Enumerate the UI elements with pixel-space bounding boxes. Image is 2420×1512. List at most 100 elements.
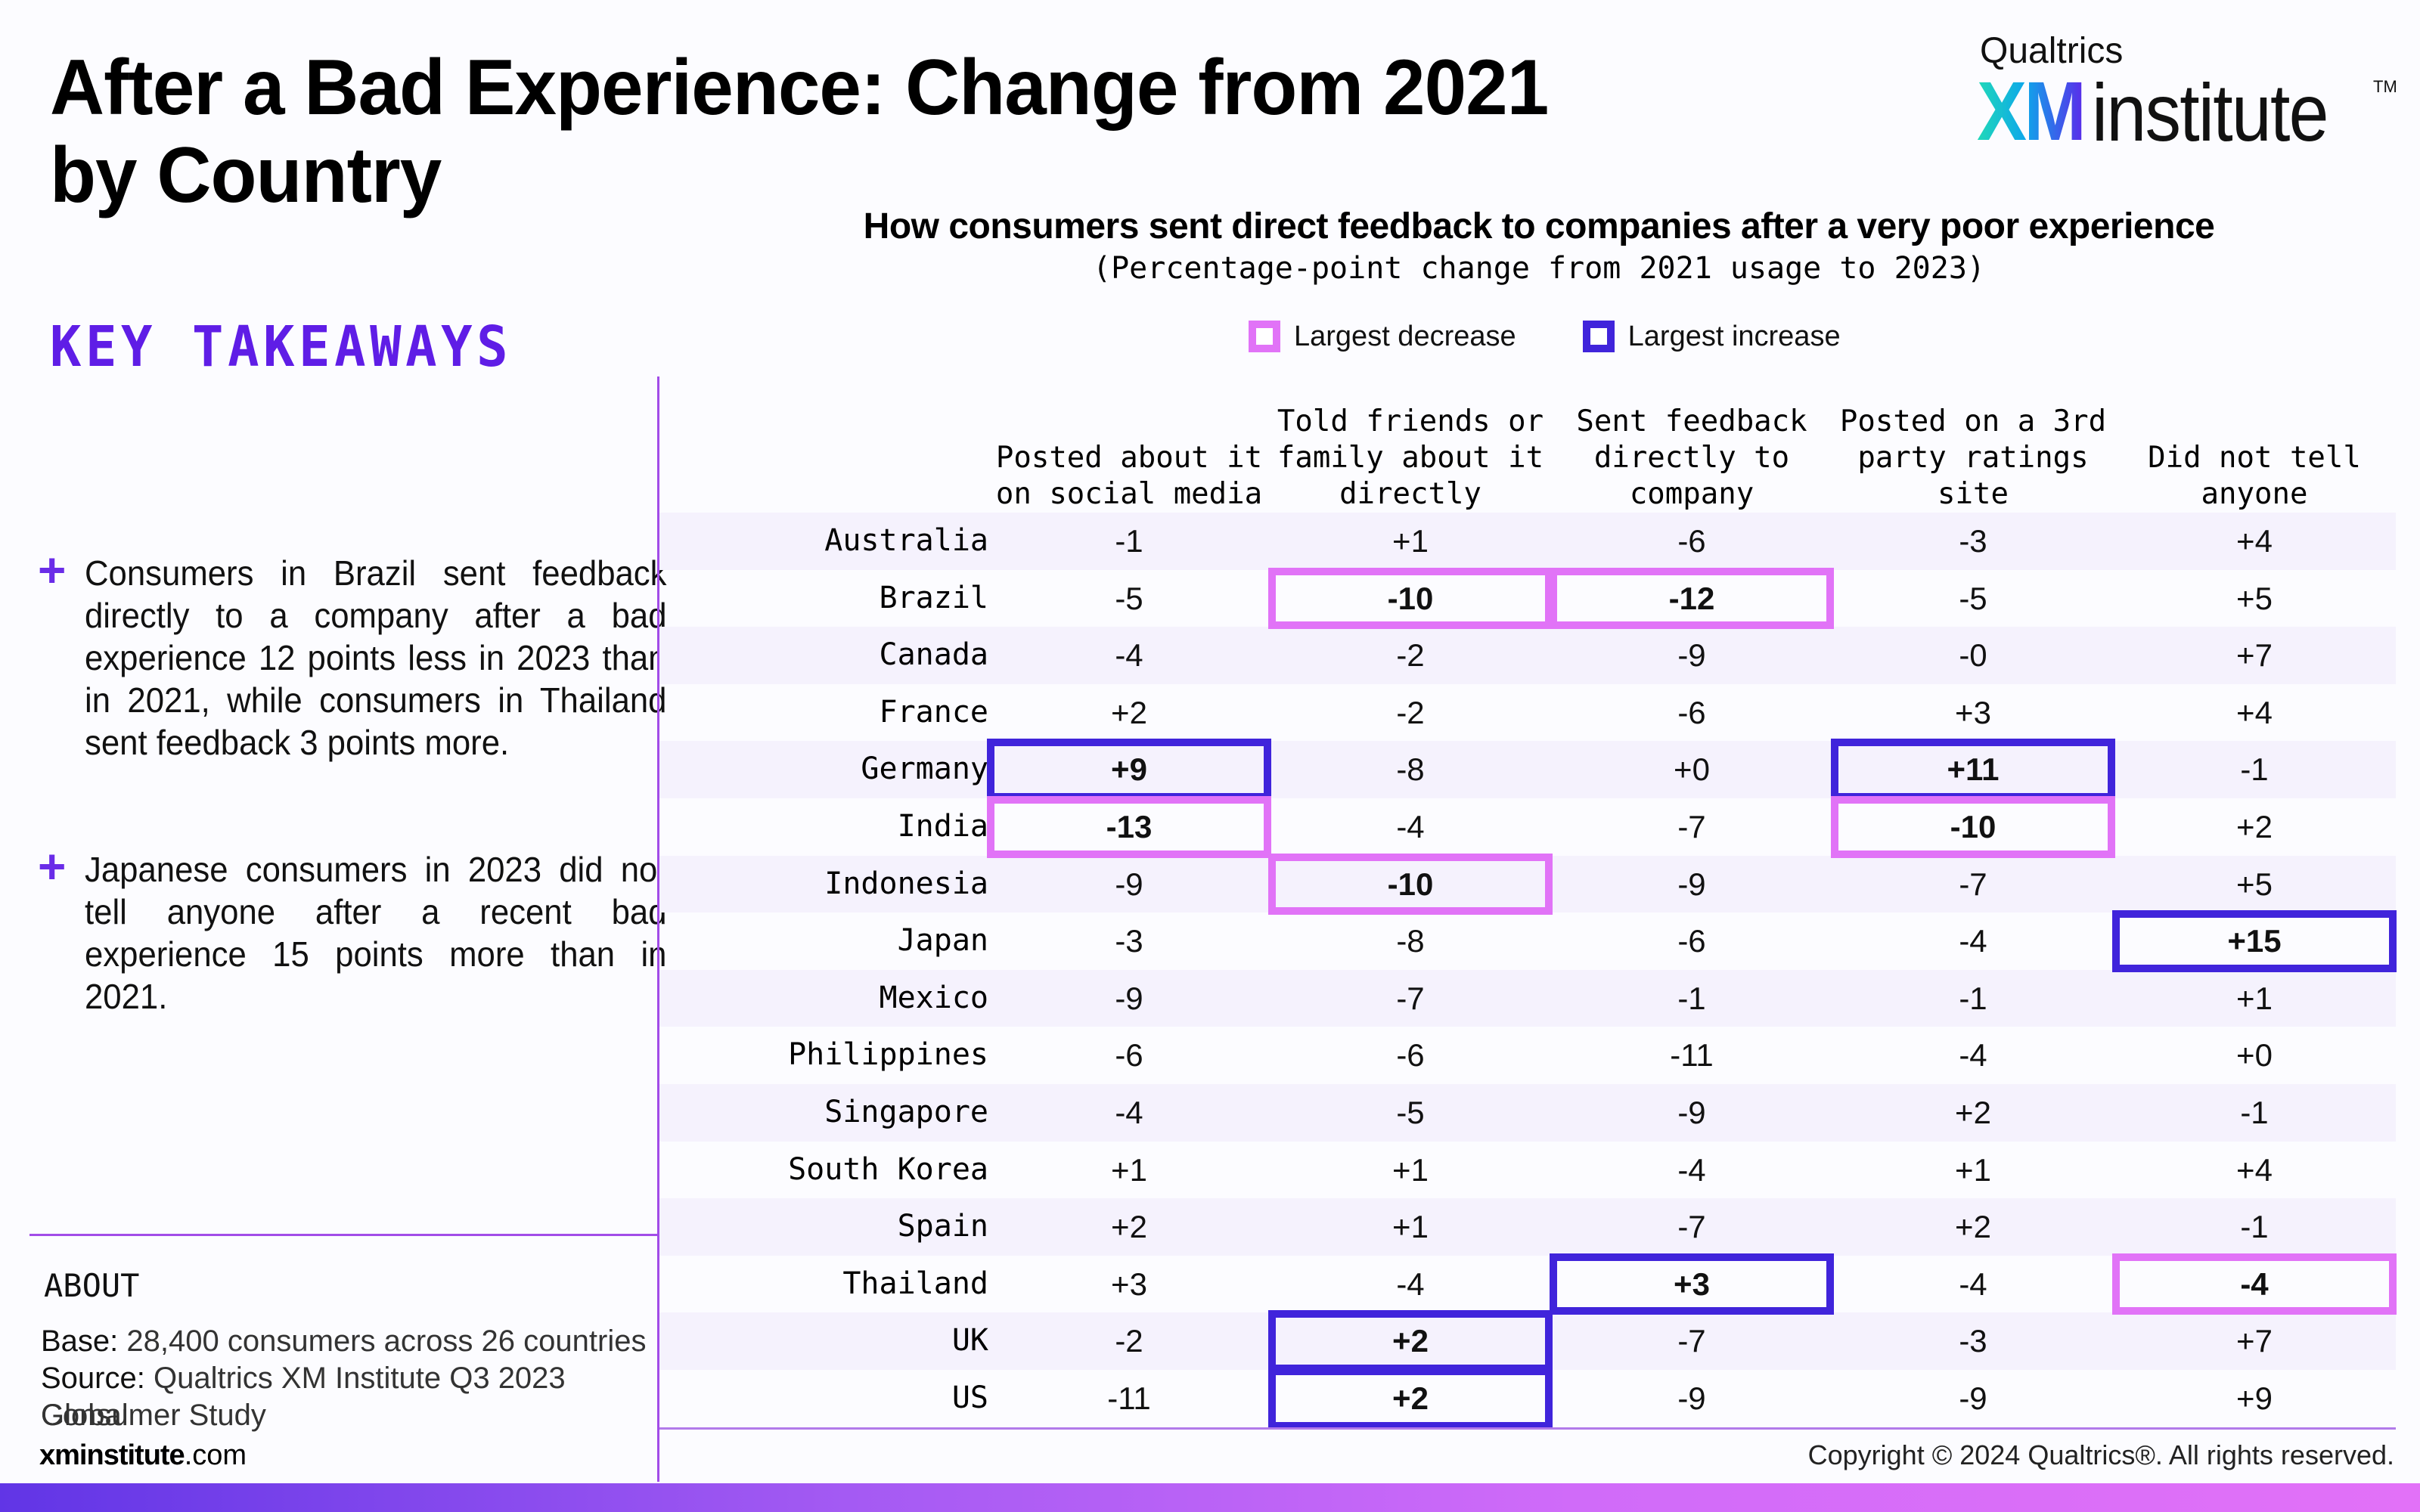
takeaway-item: + Consumers in Brazil sent feedback dire… bbox=[38, 546, 667, 764]
table-row: Germany +9 -8 +0 +11 -1 bbox=[659, 741, 2396, 798]
table-cell: +4 bbox=[2236, 523, 2273, 559]
table-cell: -1 bbox=[2240, 1209, 2269, 1245]
table-cell: +2 bbox=[1111, 1209, 1147, 1245]
table-cell: -9 bbox=[1677, 637, 1706, 674]
logo-qualtrics-text: Qualtrics bbox=[1980, 31, 2124, 71]
cell-largest-increase: +2 bbox=[1392, 1323, 1429, 1359]
table-cell: -6 bbox=[1115, 1037, 1143, 1074]
table-cell: +4 bbox=[2236, 1151, 2273, 1188]
table-row: Philippines -6 -6 -11 -4 +0 bbox=[659, 1027, 2396, 1084]
legend-item-largest-decrease: Largest decrease bbox=[1249, 321, 1516, 353]
table-cell: +1 bbox=[1392, 1151, 1429, 1188]
bottom-gradient-bar bbox=[0, 1483, 2420, 1512]
table-row: Australia -1 +1 -6 -3 +4 bbox=[659, 513, 2396, 570]
table-cell: -11 bbox=[1107, 1380, 1151, 1416]
country-label: India bbox=[897, 809, 988, 844]
takeaway-item: + Japanese consumers in 2023 did not tel… bbox=[38, 842, 667, 1018]
chart-title: How consumers sent direct feedback to co… bbox=[863, 206, 2215, 246]
table-cell: -9 bbox=[1677, 866, 1706, 902]
legend-swatch-increase bbox=[1582, 321, 1615, 352]
country-label: Singapore bbox=[824, 1095, 988, 1129]
table-cell: -1 bbox=[1677, 980, 1706, 1016]
table-cell: -7 bbox=[1959, 866, 1987, 902]
cell-largest-increase: +9 bbox=[1111, 751, 1147, 788]
copyright: Copyright © 2024 Qualtrics®. All rights … bbox=[1807, 1439, 2394, 1470]
table-cell: -4 bbox=[1396, 1266, 1425, 1302]
table-cell: -2 bbox=[1115, 1323, 1143, 1359]
country-label: Mexico bbox=[879, 980, 989, 1015]
table-cell: -4 bbox=[1959, 1037, 1987, 1074]
site-link-bold: xminstitute bbox=[39, 1439, 185, 1471]
table-cell: +2 bbox=[1955, 1095, 1991, 1130]
table-cell: -11 bbox=[1670, 1037, 1714, 1074]
table-cell: -9 bbox=[1115, 980, 1143, 1016]
panel-divider bbox=[657, 376, 659, 1482]
table-row: Mexico -9 -7 -1 -1 +1 bbox=[659, 969, 2396, 1027]
cell-largest-increase: +11 bbox=[1947, 751, 2000, 788]
cell-largest-increase: +2 bbox=[1392, 1380, 1429, 1416]
sidebar-divider bbox=[29, 1234, 659, 1236]
table-cell: -4 bbox=[1115, 1095, 1143, 1130]
site-link[interactable]: xminstitute.com bbox=[39, 1439, 247, 1472]
page-title-line-2: by Country bbox=[50, 132, 442, 219]
table-cell: -1 bbox=[1115, 523, 1143, 559]
cell-largest-decrease: -13 bbox=[1106, 809, 1153, 844]
table-row: Japan -3 -8 -6 -4 +15 bbox=[659, 912, 2396, 970]
table-cell: -9 bbox=[1115, 866, 1143, 902]
about-source-cont: Consumer Study bbox=[41, 1397, 661, 1434]
cell-largest-decrease: -10 bbox=[1387, 866, 1434, 902]
table-cell: -9 bbox=[1677, 1380, 1706, 1416]
table-cell: -8 bbox=[1396, 923, 1425, 959]
column-header: Sent feedback directly to company bbox=[1576, 404, 1807, 511]
table-cell: -1 bbox=[2240, 1095, 2269, 1130]
base-label: Base: bbox=[41, 1325, 119, 1358]
table-cell: -4 bbox=[1115, 637, 1143, 674]
table-cell: -6 bbox=[1677, 694, 1706, 730]
table-row: Thailand +3 -4 +3 -4 -4 bbox=[659, 1256, 2396, 1313]
about-base: Base: 28,400 consumers across 26 countri… bbox=[41, 1323, 661, 1360]
column-header: Did not tell anyone bbox=[2148, 441, 2361, 511]
table-row: US -11 +2 -9 -9 +9 bbox=[659, 1370, 2396, 1427]
country-label: Philippines bbox=[788, 1037, 988, 1073]
table-cell: -4 bbox=[1396, 809, 1425, 844]
legend-label: Largest increase bbox=[1627, 320, 1841, 352]
logo-institute-text: institute bbox=[2092, 67, 2328, 158]
about-source: Source: Qualtrics XM Institute Q3 2023 G… bbox=[41, 1360, 661, 1434]
logo-xm-text: XM bbox=[1977, 65, 2086, 158]
table-cell: -4 bbox=[1959, 923, 1987, 959]
legend-item-largest-increase: Largest increase bbox=[1582, 320, 1841, 353]
source-label: Source: bbox=[41, 1362, 145, 1395]
table-row: Spain +2 +1 -7 +2 -1 bbox=[659, 1198, 2396, 1256]
table-row: India -13 -4 -7 -10 +2 bbox=[659, 798, 2396, 856]
legend-label: Largest decrease bbox=[1294, 320, 1516, 352]
table-cell: -7 bbox=[1677, 1209, 1706, 1245]
plus-icon: + bbox=[38, 543, 67, 597]
table-cell: +2 bbox=[1955, 1209, 1991, 1245]
plus-icon: + bbox=[38, 839, 67, 894]
table-cell: -7 bbox=[1677, 1323, 1706, 1359]
table-cell: -5 bbox=[1115, 580, 1143, 616]
page-title-line-1: After a Bad Experience: Change from 2021 bbox=[50, 44, 1549, 132]
table-cell: -1 bbox=[1959, 980, 1987, 1016]
country-label: France bbox=[879, 694, 989, 730]
table-cell: -4 bbox=[1677, 1151, 1706, 1188]
table-cell: +9 bbox=[2236, 1380, 2273, 1416]
table-cell: -6 bbox=[1677, 523, 1706, 559]
cell-largest-decrease: -4 bbox=[2240, 1266, 2269, 1302]
source-value-cont: Consumer Study bbox=[41, 1399, 266, 1432]
table-cell: +1 bbox=[2236, 980, 2273, 1016]
table-cell: +5 bbox=[2236, 580, 2273, 616]
country-label: Japan bbox=[897, 923, 988, 959]
table-cell: +7 bbox=[2236, 1323, 2273, 1359]
table-cell: +1 bbox=[1392, 1209, 1429, 1245]
table-cell: -5 bbox=[1959, 580, 1987, 616]
cell-largest-decrease: -10 bbox=[1387, 580, 1434, 616]
country-label: South Korea bbox=[788, 1151, 988, 1187]
table-cell: +5 bbox=[2236, 866, 2273, 902]
table-cell: -0 bbox=[1959, 637, 1987, 674]
chart-subtitle: (Percentage-point change from 2021 usage… bbox=[1092, 251, 1986, 286]
country-label: Germany bbox=[861, 751, 988, 787]
table-cell: +3 bbox=[1111, 1266, 1147, 1302]
base-value: 28,400 consumers across 26 countries bbox=[126, 1325, 647, 1358]
about-heading: ABOUT bbox=[44, 1267, 140, 1304]
